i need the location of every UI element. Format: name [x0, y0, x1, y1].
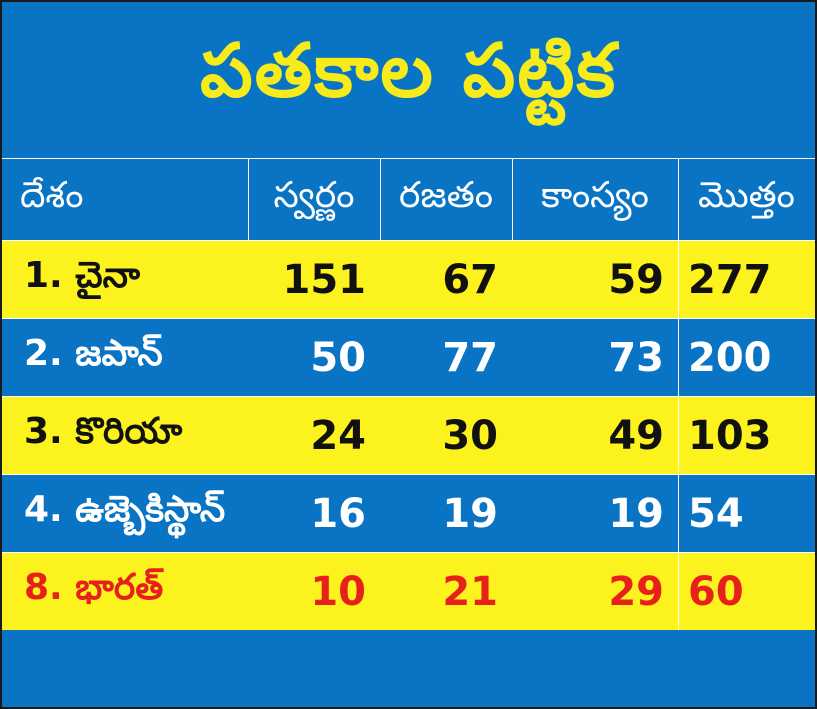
silver-count: 67 — [442, 256, 498, 303]
bronze-count: 73 — [608, 334, 664, 381]
header-silver: రజతం — [399, 174, 493, 216]
country-name: 1. చైనా — [24, 254, 141, 296]
gold-count: 50 — [310, 334, 366, 381]
country-name: 2. జపాన్ — [24, 332, 163, 374]
total-count: 200 — [688, 334, 772, 381]
table-row-highlighted: 8. భారత్ 10 21 29 60 — [2, 552, 815, 630]
country-name: 4. ఉజ్బెకిస్థాన్ — [24, 488, 226, 530]
silver-count: 77 — [442, 334, 498, 381]
table-row: 3. కొరియా 24 30 49 103 — [2, 396, 815, 474]
silver-count: 21 — [442, 568, 498, 615]
total-count: 277 — [688, 256, 772, 303]
total-count: 54 — [688, 490, 744, 537]
column-divider — [248, 159, 249, 240]
column-divider — [678, 159, 679, 240]
column-divider — [678, 241, 679, 318]
bronze-count: 19 — [608, 490, 664, 537]
bronze-count: 29 — [608, 568, 664, 615]
bronze-count: 49 — [608, 412, 664, 459]
column-divider — [380, 159, 381, 240]
total-count: 60 — [688, 568, 744, 615]
column-divider — [678, 475, 679, 552]
country-name: 3. కొరియా — [24, 410, 183, 452]
column-divider — [678, 553, 679, 630]
header-country: దేశం — [20, 174, 84, 216]
gold-count: 151 — [282, 256, 367, 303]
total-count: 103 — [688, 412, 772, 459]
table-row: 2. జపాన్ 50 77 73 200 — [2, 318, 815, 396]
page-title: పతకాల పట్టిక — [200, 28, 617, 114]
table-row: 1. చైనా 151 67 59 277 — [2, 240, 815, 318]
gold-count: 16 — [310, 490, 366, 537]
table-row: 4. ఉజ్బెకిస్థాన్ 16 19 19 54 — [2, 474, 815, 552]
gold-count: 24 — [310, 412, 366, 459]
column-divider — [512, 159, 513, 240]
header-total: మొత్తం — [698, 174, 795, 216]
silver-count: 19 — [442, 490, 498, 537]
header-bronze: కాంస్యం — [541, 174, 649, 216]
medal-table: దేశం స్వర్ణం రజతం కాంస్యం మొత్తం 1. చైనా… — [2, 158, 815, 630]
column-divider — [678, 397, 679, 474]
column-divider — [678, 319, 679, 396]
table-header-row: దేశం స్వర్ణం రజతం కాంస్యం మొత్తం — [2, 158, 815, 240]
country-name: 8. భారత్ — [24, 566, 164, 608]
header-gold: స్వర్ణం — [273, 174, 355, 216]
gold-count: 10 — [310, 568, 366, 615]
silver-count: 30 — [442, 412, 498, 459]
bronze-count: 59 — [608, 256, 664, 303]
